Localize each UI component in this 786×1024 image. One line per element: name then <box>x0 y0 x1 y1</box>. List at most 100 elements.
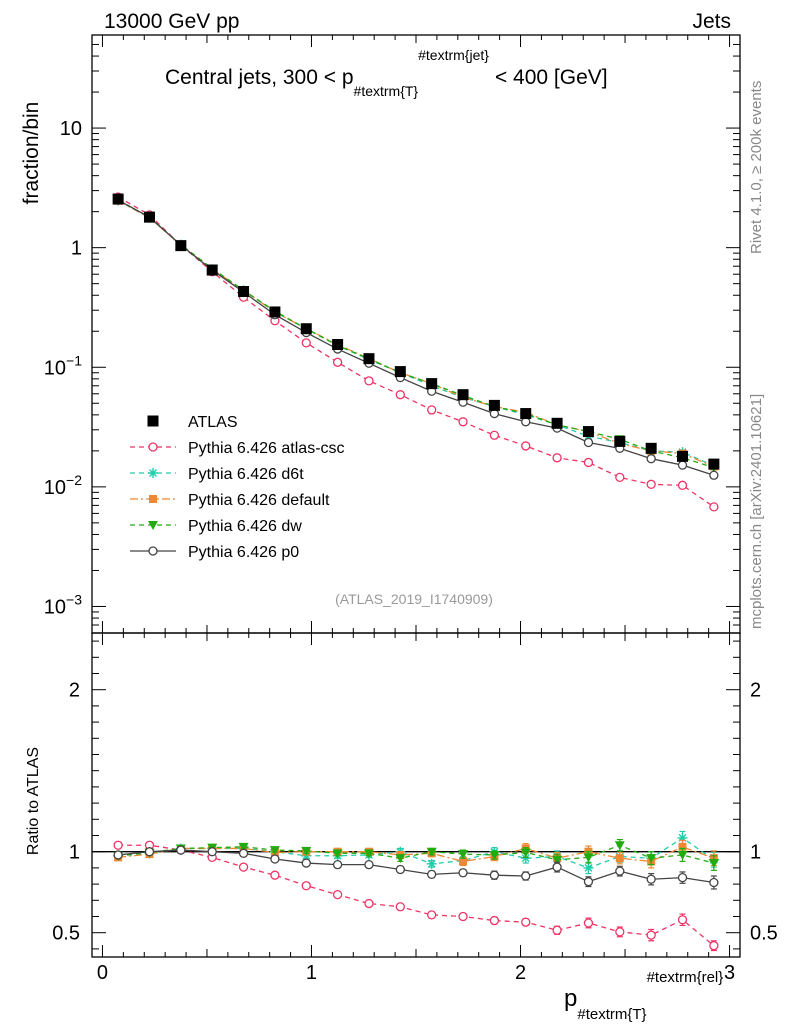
data-point-marker <box>238 842 249 852</box>
data-point-marker <box>709 470 719 480</box>
plot-title-sub: #textrm{T} <box>354 83 419 99</box>
y-tick-exp: −2 <box>66 472 82 488</box>
header-right: Jets <box>692 10 731 33</box>
data-point-marker <box>645 442 657 454</box>
data-point-marker <box>708 859 719 869</box>
data-point-marker <box>364 376 374 386</box>
data-point-marker <box>364 898 374 909</box>
data-point-marker <box>206 264 218 276</box>
y-tick-base: 10 <box>44 596 66 618</box>
data-point-marker <box>459 857 468 866</box>
data-point-marker <box>147 415 159 427</box>
legend-item-p0: Pythia 6.426 p0 <box>130 544 299 561</box>
data-point-marker <box>269 306 281 318</box>
mcplots-text: mcplots.cern.ch [arXiv:2401.10621] <box>748 393 765 629</box>
data-point-marker <box>113 840 123 850</box>
x-label-main: p <box>564 985 577 1012</box>
data-point-marker <box>583 877 594 887</box>
plot-title: Central jets, 300 < p#textrm{T} #textrm{j… <box>165 47 608 99</box>
analysis-id: (ATLAS_2019_I1740909) <box>335 591 493 607</box>
data-point-marker <box>582 426 594 438</box>
data-point-marker <box>677 480 688 490</box>
plot-title-pre: Central jets, 300 < p <box>165 66 354 89</box>
y-tick-label: 0.5 <box>52 923 80 945</box>
ratio-series-line <box>118 849 714 884</box>
data-point-marker <box>489 430 500 440</box>
x-tick-label: 1 <box>306 962 317 984</box>
data-point-marker <box>148 468 158 478</box>
data-point-marker <box>615 472 625 483</box>
data-point-marker <box>332 889 343 900</box>
data-point-marker <box>678 842 687 851</box>
data-point-marker <box>143 211 155 223</box>
data-point-marker <box>332 357 343 367</box>
data-point-marker <box>458 868 468 878</box>
data-point-marker <box>458 911 468 922</box>
y-tick-label: 10−1 <box>44 352 82 379</box>
data-point-marker <box>270 854 280 864</box>
data-point-marker <box>426 858 437 869</box>
data-point-marker <box>677 915 688 925</box>
legend-item-data: ATLAS <box>147 414 238 431</box>
legend-item-dw: Pythia 6.426 dw <box>130 518 302 535</box>
legend-label: Pythia 6.426 atlas-csc <box>188 440 345 457</box>
data-point-marker <box>144 847 155 857</box>
data-point-marker <box>615 866 625 876</box>
data-point-marker <box>489 915 500 926</box>
legend-item-d6t: Pythia 6.426 d6t <box>130 466 304 483</box>
ratio-series-dw <box>113 838 719 871</box>
ratio-series-line <box>118 844 715 864</box>
data-point-marker <box>521 441 531 451</box>
data-point-marker <box>614 435 626 447</box>
legend-label: ATLAS <box>188 414 238 431</box>
ratio-series-layer <box>113 830 719 952</box>
data-point-marker <box>427 869 437 880</box>
series-line <box>117 199 715 476</box>
plot-title-sup: #textrm{jet} <box>418 47 489 63</box>
bottom-y-label: Ratio to ATLAS <box>25 747 42 855</box>
data-point-marker <box>364 860 374 870</box>
legend: ATLAS Pythia 6.426 atlas-csc Pythia 6.426 … <box>130 414 345 561</box>
data-point-marker <box>301 858 311 868</box>
ratio-series-atlas_csc <box>113 840 719 952</box>
data-point-marker <box>112 193 124 205</box>
y-tick-label: 1 <box>71 238 82 260</box>
data-point-marker <box>489 850 500 860</box>
data-point-marker <box>520 853 531 864</box>
axes-frame <box>91 632 741 958</box>
data-point-marker <box>175 240 187 252</box>
data-point-marker <box>148 546 158 556</box>
y-tick-label: 10−2 <box>44 472 82 499</box>
legend-label: Pythia 6.426 d6t <box>188 466 304 483</box>
data-point-marker <box>238 862 249 872</box>
series-data <box>112 193 720 470</box>
data-point-marker <box>395 864 405 875</box>
data-point-marker <box>332 860 343 870</box>
ratio-series-line <box>118 846 715 863</box>
data-point-marker <box>426 378 438 390</box>
data-point-marker <box>395 902 405 912</box>
data-point-marker <box>458 417 468 427</box>
data-point-marker <box>301 338 311 348</box>
legend-label: Pythia 6.426 dw <box>188 518 302 535</box>
data-point-marker <box>427 405 437 415</box>
data-point-marker <box>646 454 656 464</box>
data-point-marker <box>427 910 437 920</box>
main-series-layer <box>112 192 720 512</box>
data-point-marker <box>148 442 158 452</box>
data-point-marker <box>332 849 343 859</box>
data-point-marker <box>583 918 594 928</box>
data-point-marker <box>332 339 344 351</box>
header-left: 13000 GeV pp <box>104 10 239 33</box>
data-point-marker <box>520 848 531 858</box>
data-point-marker <box>458 850 469 860</box>
data-point-marker <box>520 408 532 420</box>
y-tick-base: 10 <box>44 357 66 379</box>
ratio-panel: 0 1 2 3 0.5 0.5 1 1 2 2 <box>52 632 778 984</box>
data-point-marker <box>709 941 719 951</box>
data-point-marker <box>646 874 656 884</box>
y-tick-label: 10−3 <box>44 591 82 618</box>
data-point-marker <box>677 850 688 860</box>
y-tick-label-right: 1 <box>750 842 761 864</box>
